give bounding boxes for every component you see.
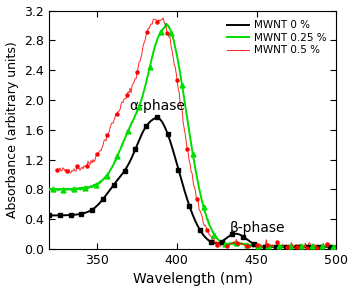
MWNT 0.25 % xyxy=(299,245,304,249)
X-axis label: Wavelength (nm): Wavelength (nm) xyxy=(133,272,253,286)
MWNT 0 % xyxy=(222,238,226,242)
MWNT 0.25 % xyxy=(64,188,69,191)
MWNT 0.25 % xyxy=(222,242,226,246)
MWNT 0.25 % xyxy=(164,22,168,25)
MWNT 0 % xyxy=(326,245,330,248)
MWNT 0.25 % xyxy=(265,244,269,248)
MWNT 0 % xyxy=(334,245,338,248)
MWNT 0 % xyxy=(295,245,299,248)
MWNT 0.5 % xyxy=(334,245,338,248)
MWNT 0.5 % xyxy=(286,244,291,247)
MWNT 0 % xyxy=(265,245,269,248)
MWNT 0.25 % xyxy=(295,244,299,248)
MWNT 0.25 % xyxy=(214,236,218,239)
MWNT 0 % xyxy=(214,241,218,245)
MWNT 0 % xyxy=(47,214,51,217)
MWNT 0.5 % xyxy=(288,245,292,249)
MWNT 0 % xyxy=(154,115,158,119)
MWNT 0.5 % xyxy=(215,243,219,246)
MWNT 0.5 % xyxy=(317,250,321,253)
MWNT 0.5 % xyxy=(161,16,165,20)
Text: β-phase: β-phase xyxy=(229,221,285,235)
Y-axis label: Absorbance (arbitrary units): Absorbance (arbitrary units) xyxy=(6,41,18,218)
Line: MWNT 0 %: MWNT 0 % xyxy=(49,117,336,247)
MWNT 0.25 % xyxy=(334,244,338,248)
Line: MWNT 0.5 %: MWNT 0.5 % xyxy=(57,18,336,251)
Text: α-phase: α-phase xyxy=(129,99,185,113)
MWNT 0.5 % xyxy=(190,172,194,175)
MWNT 0 % xyxy=(64,213,69,217)
MWNT 0.5 % xyxy=(98,149,102,152)
Line: MWNT 0.25 %: MWNT 0.25 % xyxy=(49,24,336,247)
MWNT 0 % xyxy=(230,233,235,236)
Legend: MWNT 0 %, MWNT 0.25 %, MWNT 0.5 %: MWNT 0 %, MWNT 0.25 %, MWNT 0.5 % xyxy=(224,18,329,58)
MWNT 0.25 % xyxy=(47,187,51,191)
MWNT 0.5 % xyxy=(228,242,232,246)
MWNT 0.5 % xyxy=(55,168,59,171)
MWNT 0.25 % xyxy=(230,242,235,245)
